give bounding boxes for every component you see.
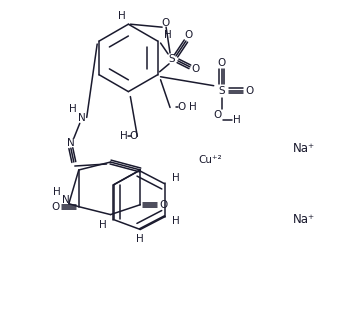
Text: H: H <box>164 30 172 40</box>
Text: N: N <box>78 114 86 123</box>
Text: H: H <box>99 219 107 229</box>
Text: H: H <box>136 234 144 244</box>
Text: O: O <box>245 86 253 96</box>
Text: Na⁺: Na⁺ <box>293 213 315 226</box>
Text: S: S <box>169 54 175 64</box>
Text: H: H <box>189 103 197 113</box>
Text: O: O <box>192 64 200 74</box>
Text: N: N <box>67 138 75 148</box>
Text: Na⁺: Na⁺ <box>293 142 315 155</box>
Text: O: O <box>159 200 167 210</box>
Text: H: H <box>172 173 180 183</box>
Text: H: H <box>69 105 77 115</box>
Text: O: O <box>129 131 137 141</box>
Text: Cu⁺²: Cu⁺² <box>198 155 222 165</box>
Text: O: O <box>178 103 186 113</box>
Text: S: S <box>218 86 225 96</box>
Text: O: O <box>161 18 169 28</box>
Text: H: H <box>120 131 127 141</box>
Text: O: O <box>214 111 222 121</box>
Text: H: H <box>172 215 180 225</box>
Text: N: N <box>62 195 70 205</box>
Text: O: O <box>52 202 60 212</box>
Text: H: H <box>118 11 125 21</box>
Text: O: O <box>185 30 193 40</box>
Text: H: H <box>53 187 61 197</box>
Text: H: H <box>233 115 240 125</box>
Text: O: O <box>217 58 226 68</box>
